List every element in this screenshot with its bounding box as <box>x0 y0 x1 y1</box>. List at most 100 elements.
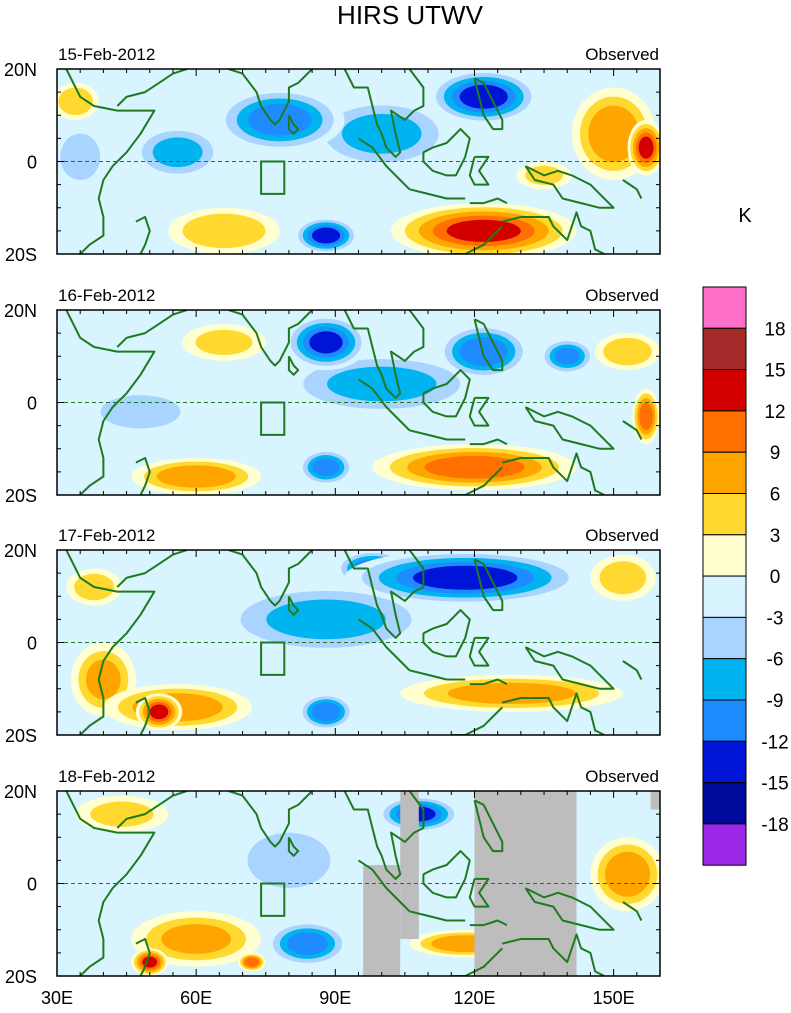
plot-area <box>57 550 660 735</box>
colorbar-level-label: 15 <box>764 361 785 382</box>
coastline <box>622 901 643 921</box>
anomaly-contour <box>287 932 328 955</box>
coastline <box>468 877 490 908</box>
coastline <box>228 791 313 848</box>
coastline <box>422 128 471 177</box>
colorbar-swatch <box>702 369 747 412</box>
colorbar-swatch <box>702 699 747 742</box>
colorbar-level-label: 9 <box>770 443 781 464</box>
missing-data-region <box>557 791 577 976</box>
coastline <box>409 669 466 681</box>
x-tick-label: 150E <box>593 988 635 1008</box>
anomaly-contour <box>311 227 341 244</box>
anomaly-contour <box>156 465 236 488</box>
coastline <box>502 452 605 495</box>
coastline <box>357 859 411 913</box>
anomaly-contour <box>604 851 651 897</box>
coastline <box>135 216 151 254</box>
anomaly-contour <box>152 137 203 168</box>
panel-label: Observed <box>585 45 659 64</box>
colorbar-swatch <box>702 410 747 453</box>
y-tick-label: 0 <box>27 875 37 895</box>
y-tick-label: 20N <box>4 301 37 321</box>
colorbar-swatch <box>702 658 747 701</box>
coastline <box>422 850 471 899</box>
coastline <box>228 310 313 367</box>
coastline <box>116 550 188 588</box>
coastline <box>422 609 471 658</box>
colorbar-level-label: 3 <box>770 526 781 547</box>
anomaly-contour <box>588 105 639 162</box>
panel-date: 17-Feb-2012 <box>58 526 155 545</box>
coastline <box>473 558 504 612</box>
coastline <box>65 69 156 254</box>
coastline <box>357 618 411 672</box>
colorbar-swatch <box>702 534 747 577</box>
colorbar-unit-label: K <box>738 205 752 227</box>
coastline <box>502 211 605 254</box>
colorbar-level-label: 6 <box>770 485 781 506</box>
coastline <box>468 636 490 667</box>
coastline <box>357 378 411 432</box>
coastline <box>228 550 313 607</box>
coastline <box>116 791 188 829</box>
colorbar-swatch <box>702 782 747 825</box>
coastline <box>228 69 313 126</box>
x-tick-label: 90E <box>319 988 351 1008</box>
y-tick-label: 0 <box>27 634 37 654</box>
coastline <box>622 420 643 440</box>
coastline <box>622 660 643 680</box>
coastline <box>422 369 471 418</box>
coastline <box>135 697 151 735</box>
missing-data-region <box>474 791 558 976</box>
anomaly-contour <box>85 659 121 700</box>
anomaly-contour <box>161 924 231 954</box>
coastline <box>622 179 643 199</box>
coastline <box>468 155 490 186</box>
y-tick-label: 0 <box>27 394 37 414</box>
y-tick-label: 20S <box>5 726 37 746</box>
map-panels: 20N 0 20S 15-Feb-2012 Observed 20N 0 20S 16-Feb-… <box>4 45 661 1008</box>
anomaly-contour <box>326 366 437 402</box>
coastline <box>343 791 425 880</box>
map-panel: 20N 0 20S 17-Feb-2012 Observed <box>4 526 661 746</box>
panel-label: Observed <box>585 286 659 305</box>
coastline <box>287 355 300 376</box>
colorbar-level-label: -9 <box>767 691 784 712</box>
anomaly-contour <box>195 329 253 355</box>
y-tick-label: 20N <box>4 782 37 802</box>
anomaly-contour <box>182 213 266 249</box>
coastline <box>116 69 188 107</box>
colorbar-swatch <box>702 823 747 866</box>
coastline <box>343 550 425 639</box>
coastline <box>343 310 425 399</box>
coastline <box>343 69 425 158</box>
coastline <box>287 595 300 616</box>
anomaly-contour <box>90 801 154 827</box>
anomaly-contour <box>459 337 508 367</box>
colorbar-level-label: 0 <box>770 567 781 588</box>
anomaly-contour <box>412 565 518 590</box>
coastline <box>473 799 504 853</box>
colorbar-level-label: 18 <box>764 319 785 340</box>
panel-date: 18-Feb-2012 <box>58 767 155 786</box>
y-tick-label: 0 <box>27 153 37 173</box>
colorbar-level-label: 12 <box>764 402 785 423</box>
anomaly-contour <box>599 561 647 595</box>
colorbar: K 18 15 12 9 6 3 0 -3 -6 -9 -12 -15 -18 <box>702 205 789 866</box>
anomaly-contour <box>266 599 386 640</box>
chart-title: HIRS UTWV <box>337 0 484 30</box>
coastline <box>287 114 300 135</box>
coastline <box>409 910 466 922</box>
colorbar-level-label: -3 <box>767 608 784 629</box>
colorbar-level-label: -6 <box>767 650 784 671</box>
colorbar-swatch <box>702 451 747 495</box>
colorbar-swatch <box>702 286 747 329</box>
anomaly-contour <box>244 957 260 967</box>
x-tick-label: 120E <box>453 988 495 1008</box>
y-tick-label: 20S <box>5 245 37 265</box>
anomaly-contour <box>312 458 340 477</box>
missing-data-region <box>400 791 419 939</box>
anomaly-contour <box>311 702 341 722</box>
